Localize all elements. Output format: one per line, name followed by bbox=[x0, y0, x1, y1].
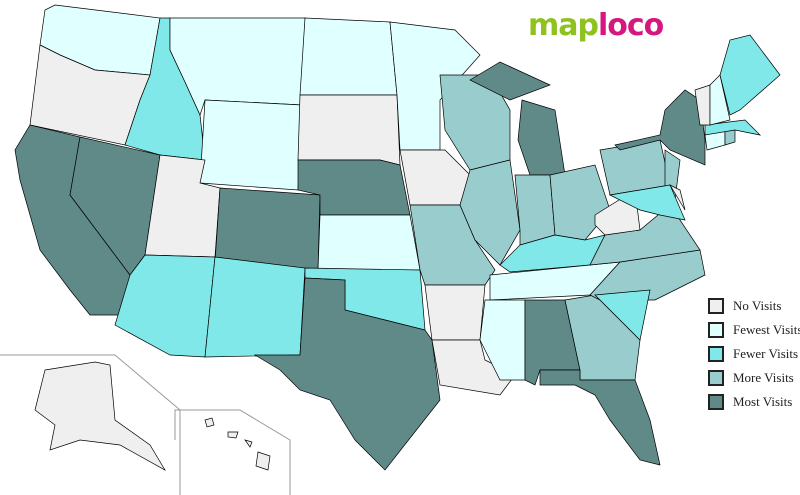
state-shape[interactable] bbox=[199, 99, 303, 191]
state-mn[interactable] bbox=[389, 21, 481, 151]
state-shape[interactable] bbox=[608, 184, 686, 221]
state-nd[interactable] bbox=[299, 17, 398, 96]
state-shape[interactable] bbox=[709, 74, 731, 126]
state-shape[interactable] bbox=[299, 17, 398, 96]
state-mi[interactable] bbox=[469, 61, 566, 176]
state-ia[interactable] bbox=[399, 149, 471, 206]
state-shape[interactable] bbox=[204, 256, 306, 358]
state-sc[interactable] bbox=[594, 289, 651, 341]
legend-swatch bbox=[708, 322, 724, 338]
legend-swatch bbox=[708, 346, 724, 362]
legend-swatch bbox=[708, 394, 724, 410]
state-ms[interactable] bbox=[479, 299, 526, 381]
legend-item-no-visits: No Visits bbox=[708, 294, 800, 318]
state-nm[interactable] bbox=[204, 256, 306, 358]
state-hi[interactable] bbox=[204, 417, 271, 471]
state-ar[interactable] bbox=[424, 284, 486, 341]
state-shape[interactable] bbox=[399, 149, 471, 206]
state-fl[interactable] bbox=[539, 369, 661, 466]
legend-swatch bbox=[708, 370, 724, 386]
state-shape[interactable] bbox=[389, 21, 481, 151]
state-shape[interactable] bbox=[469, 61, 551, 101]
state-shape[interactable] bbox=[244, 439, 253, 448]
state-shape[interactable] bbox=[517, 99, 566, 176]
state-shape[interactable] bbox=[227, 431, 239, 439]
state-ks[interactable] bbox=[317, 214, 421, 271]
legend-item-fewest-visits: Fewest Visits bbox=[708, 318, 800, 342]
state-shape[interactable] bbox=[614, 89, 706, 166]
state-md[interactable] bbox=[608, 184, 686, 221]
state-shape[interactable] bbox=[317, 214, 421, 271]
inset-border bbox=[0, 354, 181, 495]
state-de[interactable] bbox=[669, 184, 686, 211]
state-ny[interactable] bbox=[614, 89, 706, 166]
legend: No Visits Fewest Visits Fewer Visits Mor… bbox=[708, 294, 800, 414]
state-ak[interactable] bbox=[34, 361, 166, 471]
state-shape[interactable] bbox=[514, 174, 556, 246]
state-co[interactable] bbox=[214, 187, 321, 271]
state-wy[interactable] bbox=[199, 99, 303, 191]
state-shape[interactable] bbox=[724, 129, 736, 146]
state-shape[interactable] bbox=[253, 277, 441, 471]
state-sd[interactable] bbox=[297, 94, 401, 166]
state-tx[interactable] bbox=[253, 277, 441, 471]
state-shape[interactable] bbox=[594, 289, 651, 341]
state-shape[interactable] bbox=[704, 119, 762, 136]
state-shape[interactable] bbox=[719, 34, 781, 116]
state-ky[interactable] bbox=[499, 234, 606, 273]
state-nh[interactable] bbox=[709, 74, 731, 126]
inset-border bbox=[174, 409, 291, 495]
legend-item-fewer-visits: Fewer Visits bbox=[708, 342, 800, 366]
state-me[interactable] bbox=[719, 34, 781, 116]
legend-swatch bbox=[708, 298, 724, 314]
state-shape[interactable] bbox=[669, 184, 686, 211]
state-shape[interactable] bbox=[479, 299, 526, 381]
state-shape[interactable] bbox=[499, 234, 606, 273]
state-shape[interactable] bbox=[255, 451, 271, 471]
legend-item-more-visits: More Visits bbox=[708, 366, 800, 390]
state-shape[interactable] bbox=[34, 361, 166, 471]
maploco-logo: maploco bbox=[528, 8, 664, 43]
state-shape[interactable] bbox=[424, 284, 486, 341]
state-in[interactable] bbox=[514, 174, 556, 246]
state-shape[interactable] bbox=[297, 94, 401, 166]
state-shape[interactable] bbox=[204, 417, 215, 428]
state-ri[interactable] bbox=[724, 129, 736, 146]
legend-item-most-visits: Most Visits bbox=[708, 390, 800, 414]
state-shape[interactable] bbox=[539, 369, 661, 466]
state-shape[interactable] bbox=[214, 187, 321, 271]
state-ma[interactable] bbox=[704, 119, 762, 136]
